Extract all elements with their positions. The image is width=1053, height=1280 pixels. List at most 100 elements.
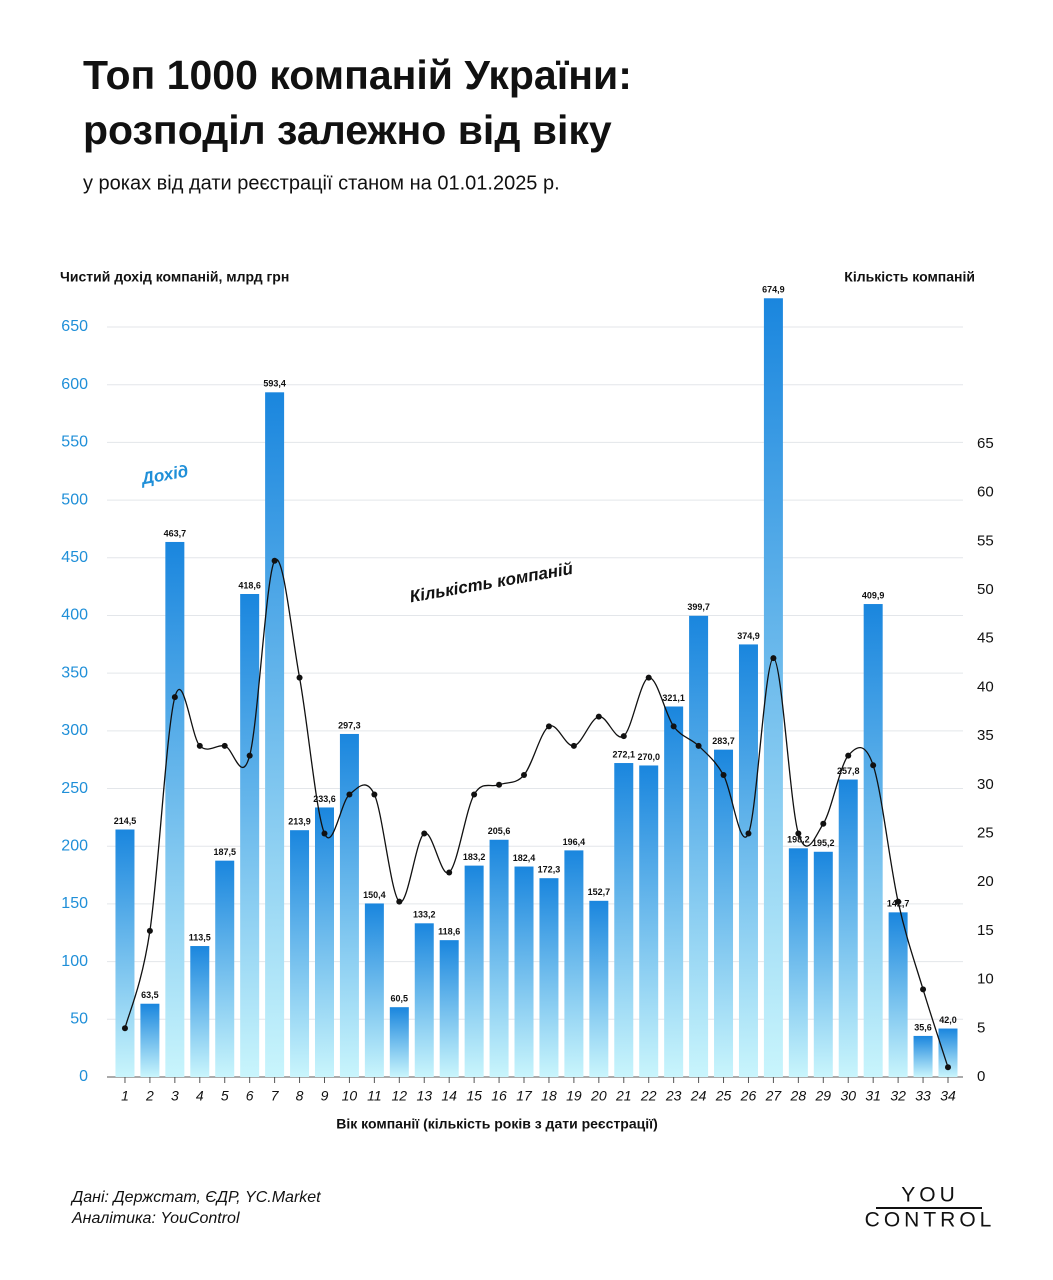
value-label: 463,7 [164,528,187,538]
bar [689,615,709,1077]
y2-tick-label: 30 [977,776,994,793]
x-tick-label: 30 [840,1088,856,1104]
y2-tick-label: 20 [977,873,994,890]
line-point [645,674,652,681]
x-tick-label: 20 [590,1088,607,1104]
bar [763,298,783,1077]
value-label: 60,5 [391,994,409,1004]
x-tick-label: 8 [296,1088,304,1104]
x-tick-label: 22 [640,1088,657,1104]
bar [614,763,634,1077]
line-point [920,986,927,993]
source: Аналітика: YouControl [71,1210,240,1227]
value-label: 182,4 [513,853,536,863]
y-tick-label: 0 [79,1068,88,1085]
x-tick-label: 3 [171,1088,179,1104]
value-label: 233,6 [313,794,336,804]
bar [265,392,285,1077]
bar [664,706,684,1077]
line-point [396,898,403,905]
line-point [171,694,178,701]
bar [190,946,210,1077]
value-label: 321,1 [662,693,685,703]
value-label: 183,2 [463,852,486,862]
y-tick-label: 600 [61,376,88,393]
line-point [570,742,577,749]
bar [389,1007,409,1077]
value-label: 593,4 [263,379,286,389]
value-label: 42,0 [939,1015,957,1025]
line-point [545,723,552,730]
x-tick-label: 4 [196,1088,204,1104]
x-tick-label: 15 [466,1088,482,1104]
y2-tick-label: 50 [977,581,994,598]
line-point [820,820,827,827]
line-point [620,733,627,740]
value-label: 272,1 [613,749,636,759]
logo: YOU [901,1184,959,1207]
bar [813,851,833,1077]
line-point [720,772,727,779]
x-tick-label: 34 [940,1088,956,1104]
x-tick-label: 18 [541,1088,557,1104]
chart-title: Топ 1000 компаній України: [83,52,632,98]
bar [539,878,559,1077]
bar [888,912,908,1077]
y2-tick-label: 60 [977,484,994,501]
x-tick-label: 12 [392,1088,408,1104]
bar [115,829,135,1077]
bar [863,604,883,1077]
line-point [421,830,428,837]
bar [788,848,808,1077]
line-point [121,1025,128,1032]
line-point [944,1064,951,1071]
y2-tick-label: 15 [977,922,994,939]
line-point [146,927,153,934]
x-tick-label: 17 [516,1088,533,1104]
line-point [246,752,253,759]
line-point [770,655,777,662]
value-label: 270,0 [637,752,660,762]
bar [165,541,185,1077]
y2-tick-label: 35 [977,727,994,744]
bar [215,860,235,1077]
x-tick-label: 16 [491,1088,507,1104]
source: Дані: Держстат, ЄДР, YC.Market [70,1189,321,1206]
chart-subtitle: у роках від дати реєстрації станом на 01… [83,172,560,194]
value-label: 214,5 [114,816,137,826]
line-point [196,742,203,749]
y2-tick-label: 10 [977,971,994,988]
value-label: 409,9 [862,590,885,600]
y-tick-label: 650 [61,318,88,335]
line-point [870,762,877,769]
y2-tick-label: 65 [977,435,994,452]
line-point [695,742,702,749]
y2-tick-label: 40 [977,678,994,695]
x-tick-label: 28 [790,1088,807,1104]
x-tick-label: 5 [221,1088,229,1104]
bar [140,1003,160,1077]
y-tick-label: 550 [61,434,88,451]
x-tick-label: 13 [416,1088,432,1104]
bar [639,765,659,1077]
line-point [670,723,677,730]
value-label: 674,9 [762,285,785,295]
x-tick-label: 21 [615,1088,632,1104]
x-tick-label: 32 [890,1088,906,1104]
y2-axis-label: Кількість компаній [844,269,975,285]
bar [240,594,260,1077]
x-tick-label: 31 [865,1088,881,1104]
bar [464,865,484,1077]
y-tick-label: 50 [70,1011,88,1028]
value-label: 187,5 [213,847,236,857]
value-label: 172,3 [538,865,561,875]
bar [290,830,310,1077]
value-label: 35,6 [914,1022,932,1032]
y2-tick-label: 25 [977,824,994,841]
x-tick-label: 29 [815,1088,832,1104]
x-tick-label: 9 [321,1088,329,1104]
x-tick-label: 27 [765,1088,783,1104]
line-point [271,557,278,564]
value-label: 150,4 [363,890,386,900]
bar [439,940,459,1077]
